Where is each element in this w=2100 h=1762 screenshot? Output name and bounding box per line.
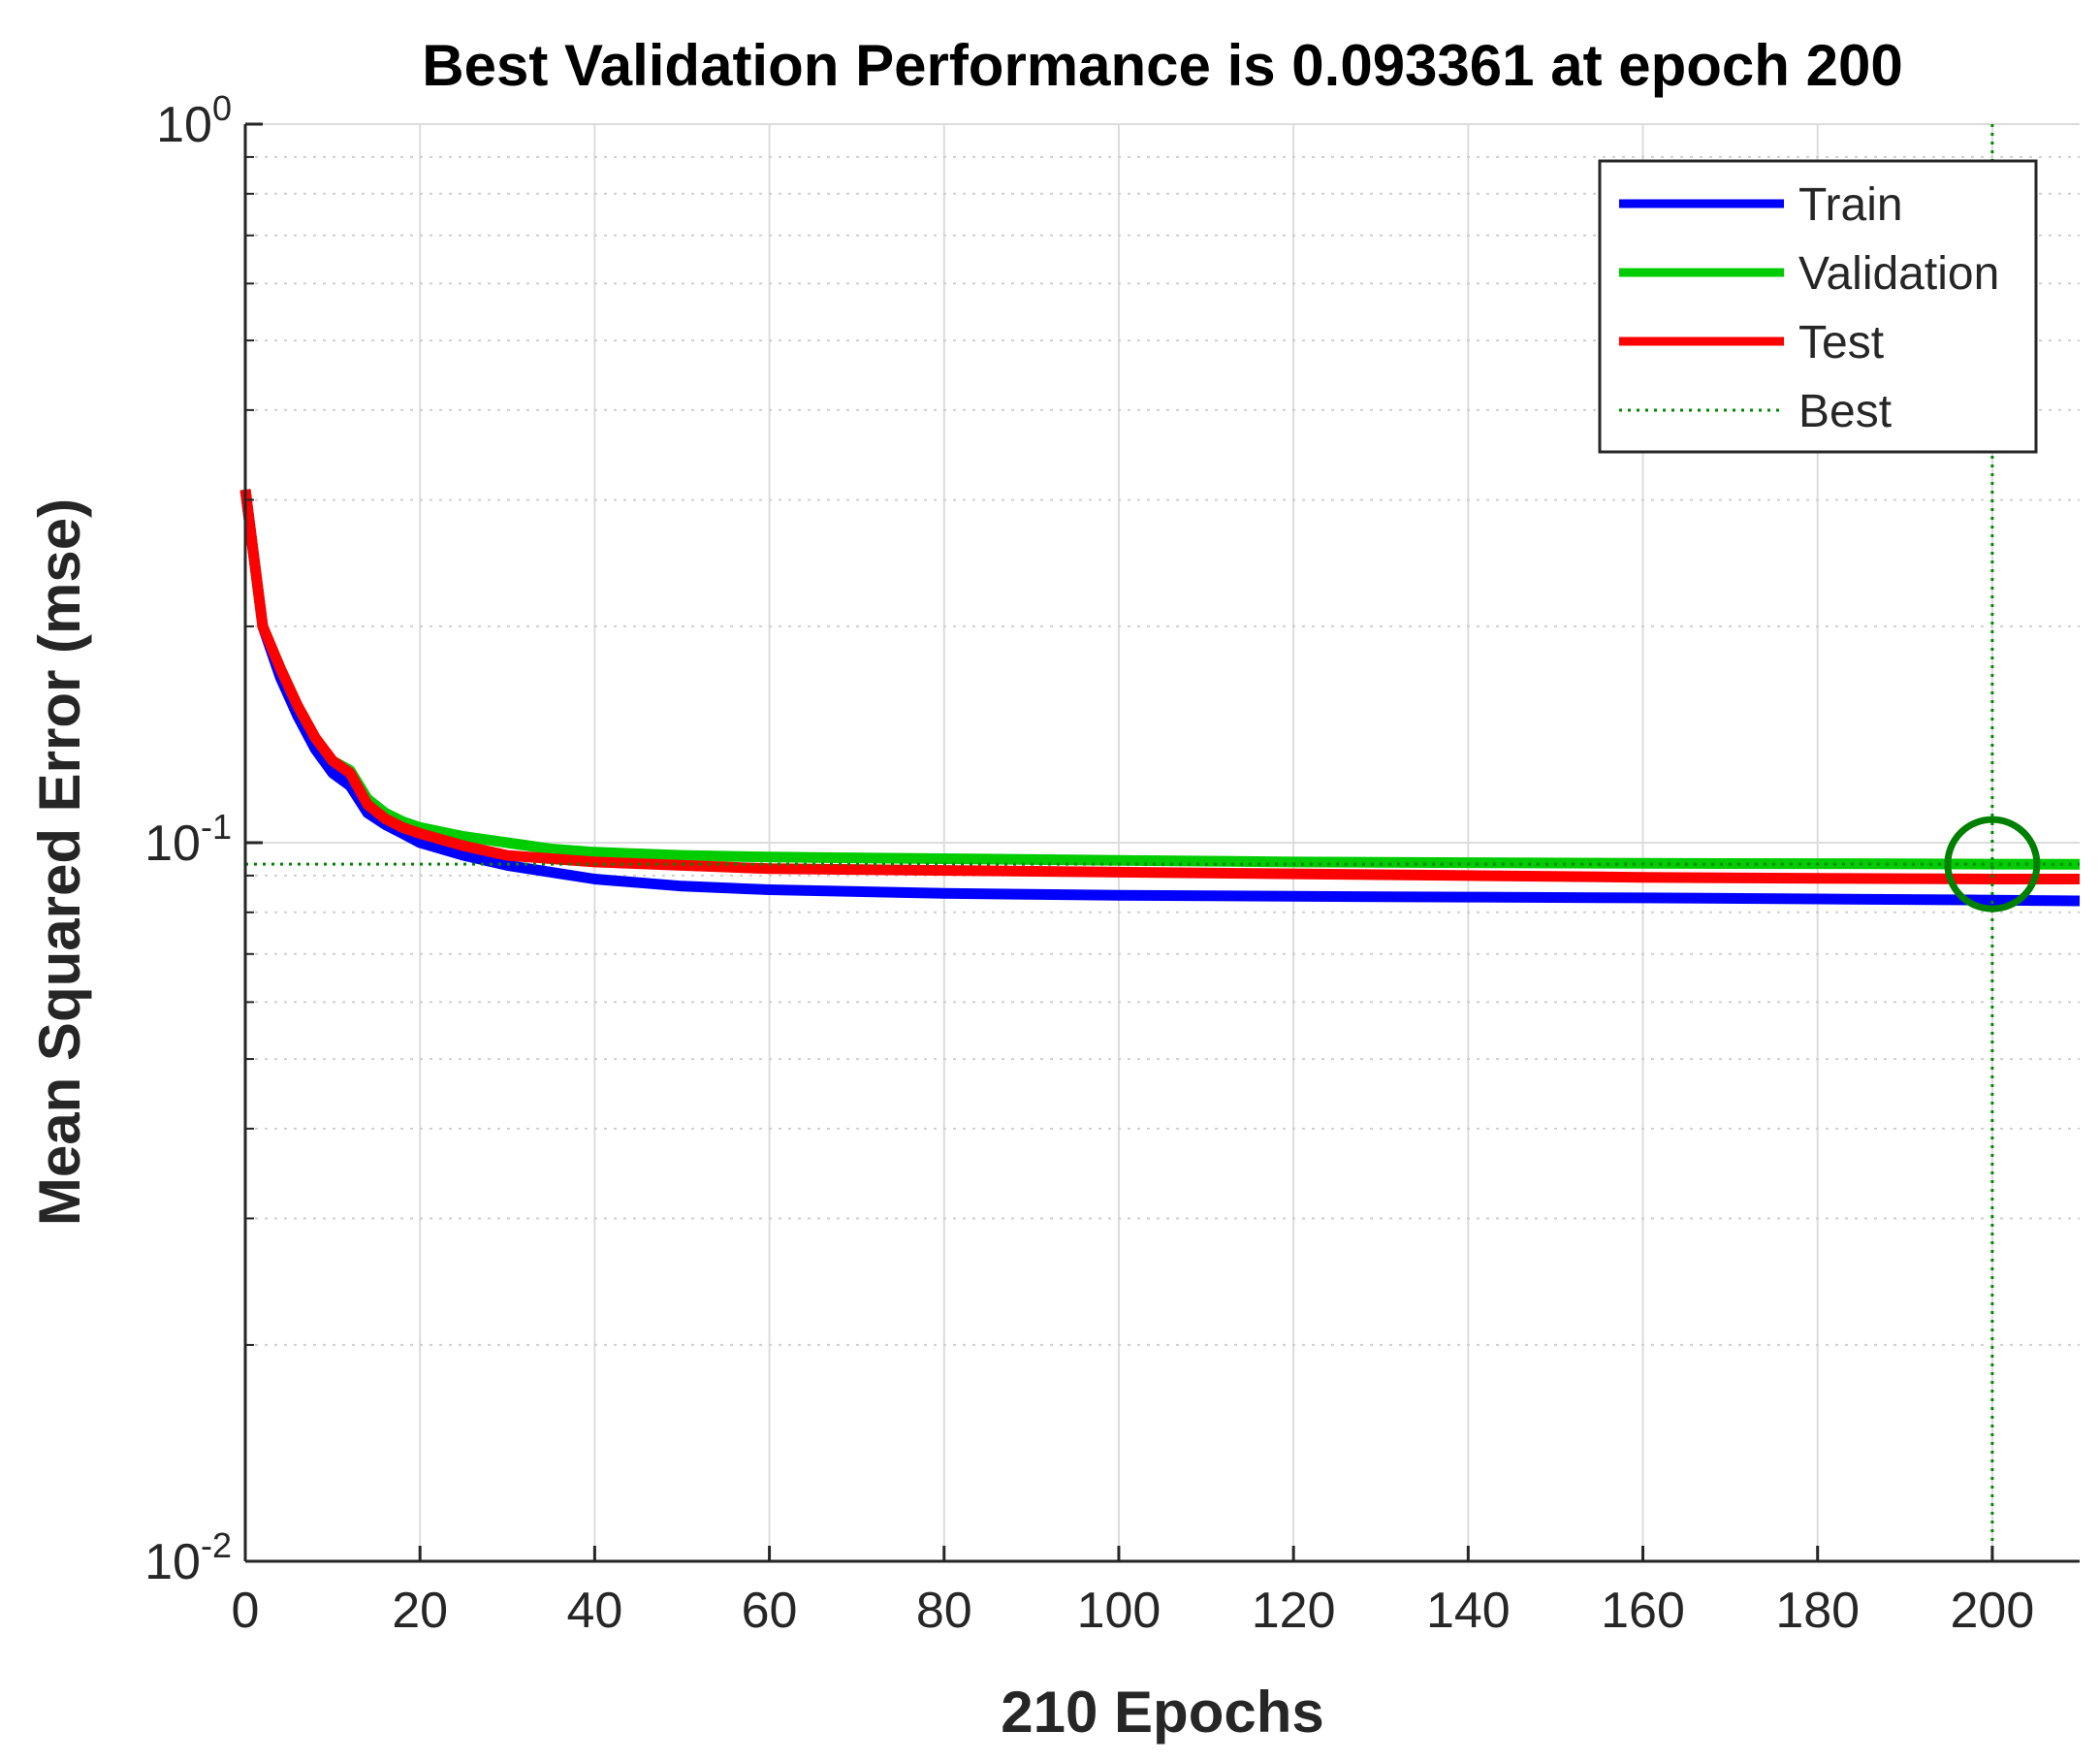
y-tick-label: 10-1 — [144, 807, 232, 872]
tick-labels: 0 20 40 60 80 100 120 140 160 180 200 100 10-1 10-2 — [144, 88, 2034, 1639]
x-tick-label: 180 — [1775, 1583, 1860, 1639]
x-tick-label: 120 — [1252, 1583, 1336, 1639]
x-tick-label: 40 — [566, 1583, 622, 1639]
legend-label-best: Best — [1798, 386, 1892, 437]
grid-lines — [245, 123, 2080, 1561]
legend-box — [1598, 159, 2038, 454]
legend: Train Validation Test Best — [1598, 159, 2038, 454]
series-line-test — [239, 489, 2080, 884]
x-tick-label: 0 — [232, 1583, 260, 1639]
x-axis-title: 210 Epochs — [1001, 1680, 1324, 1745]
legend-label-validation: Validation — [1798, 248, 1999, 300]
y-axis-title: Mean Squared Error (mse) — [27, 498, 92, 1226]
chart-title: Best Validation Performance is 0.093361 … — [422, 33, 1902, 98]
y-tick-label: 100 — [156, 88, 232, 153]
legend-label-test: Test — [1798, 317, 1884, 368]
x-tick-label: 100 — [1077, 1583, 1161, 1639]
x-tick-label: 80 — [916, 1583, 972, 1639]
x-tick-label: 60 — [742, 1583, 798, 1639]
x-tick-label: 140 — [1426, 1583, 1511, 1639]
axes — [243, 122, 2080, 1563]
x-tick-label: 160 — [1601, 1583, 1685, 1639]
y-tick-label: 10-2 — [144, 1525, 232, 1590]
best-point-circle — [1944, 816, 2041, 913]
best-marker-layer — [245, 124, 2080, 1561]
legend-label-train: Train — [1798, 179, 1903, 231]
x-tick-label: 20 — [392, 1583, 448, 1639]
x-tick-label: 200 — [1951, 1583, 2035, 1639]
